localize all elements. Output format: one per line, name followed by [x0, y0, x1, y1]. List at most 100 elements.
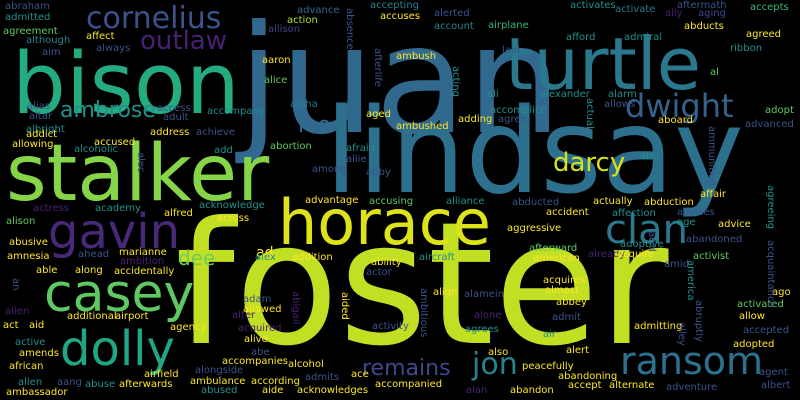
word: altar — [29, 111, 53, 122]
word: alter — [232, 310, 256, 321]
word: action — [287, 15, 318, 26]
word: abe — [251, 347, 270, 358]
word: aging — [698, 8, 726, 19]
word: adopted — [733, 339, 775, 350]
word: adam — [243, 294, 272, 305]
word: alec — [135, 152, 146, 173]
word: activity — [372, 321, 409, 332]
word: turtle — [505, 22, 701, 106]
word: ace — [351, 369, 369, 380]
word: alive — [244, 334, 268, 345]
word: aided — [339, 292, 350, 320]
word: accept — [568, 380, 602, 391]
word: horace — [278, 186, 491, 259]
word: abducts — [684, 21, 724, 32]
word: affect — [86, 31, 115, 42]
word: ability — [371, 257, 402, 268]
word: alert — [566, 345, 590, 356]
word: achieve — [196, 127, 235, 138]
word: abraham — [5, 1, 50, 12]
word: ambush — [396, 51, 437, 62]
word: accompanied — [375, 379, 443, 390]
word: add — [214, 145, 233, 156]
word: alongside — [195, 365, 244, 376]
word: alternate — [609, 380, 655, 391]
word: jon — [472, 347, 518, 382]
word: advanced — [745, 119, 794, 130]
word: ambrose — [60, 98, 156, 123]
word: adding — [458, 114, 493, 125]
word: allows — [604, 99, 636, 110]
word: abigail — [290, 291, 301, 325]
word: ransom — [620, 339, 764, 383]
word: acid — [646, 231, 657, 252]
word: agent — [759, 367, 788, 378]
word: alarm — [608, 89, 637, 100]
word: dolly — [60, 321, 175, 377]
word: al — [710, 67, 719, 78]
word: airport — [115, 311, 149, 322]
word: abuse — [85, 379, 116, 390]
word: remains — [362, 356, 451, 381]
word: ally — [665, 8, 683, 19]
word: ahead — [78, 249, 110, 260]
word: acknowledge — [199, 200, 265, 211]
word: always — [96, 43, 131, 54]
word: ambitious — [418, 288, 429, 338]
word: allie — [346, 154, 367, 165]
word: albert — [761, 380, 791, 391]
word: peacefully — [522, 361, 574, 372]
word: ribbon — [730, 43, 763, 54]
word: afford — [566, 32, 596, 43]
word: stalker — [6, 129, 270, 219]
word: actually — [593, 196, 633, 207]
word: access — [157, 103, 191, 114]
word: aged — [366, 109, 391, 120]
word: abandoned — [686, 234, 743, 245]
word: also — [488, 347, 509, 358]
word: actor — [366, 267, 392, 278]
word: ammunition — [706, 126, 717, 187]
word: alexander — [540, 89, 590, 100]
word: accepting — [370, 0, 420, 11]
word: alfred — [164, 208, 193, 219]
word: abby — [366, 167, 391, 178]
word: addict — [26, 129, 58, 140]
word: acquires — [543, 275, 586, 286]
word: marianne — [119, 247, 167, 258]
word: admits — [305, 372, 340, 383]
word: advance — [297, 5, 340, 16]
word: agreeing — [765, 185, 776, 230]
word: america — [685, 260, 696, 301]
word: age — [677, 217, 696, 228]
word: across — [217, 213, 250, 224]
word: afterward — [529, 243, 578, 254]
word: among — [312, 164, 347, 175]
word: advantage — [305, 195, 359, 206]
word: acquaintance — [765, 240, 776, 308]
word: activate — [615, 4, 656, 15]
word: agreement — [3, 26, 58, 37]
word: gavin — [48, 204, 181, 260]
word: aid — [29, 320, 45, 331]
word: addition — [292, 252, 333, 263]
word: accused — [94, 137, 136, 148]
word: abandon — [510, 385, 554, 396]
word: alliance — [446, 196, 485, 207]
word: amid — [664, 259, 689, 270]
word: accepts — [750, 2, 789, 13]
word: dee — [178, 246, 216, 270]
word: although — [26, 35, 71, 46]
word: align — [433, 287, 458, 298]
word: alias — [27, 101, 51, 112]
word: ambition — [120, 256, 165, 267]
word: absence — [344, 8, 355, 50]
word: lindsay — [325, 82, 744, 220]
word: american — [533, 253, 580, 264]
word: address — [150, 127, 190, 138]
word: adoptive — [620, 239, 664, 250]
word: affair — [700, 189, 727, 200]
word: allowing — [12, 139, 54, 150]
word: advises — [677, 207, 715, 218]
